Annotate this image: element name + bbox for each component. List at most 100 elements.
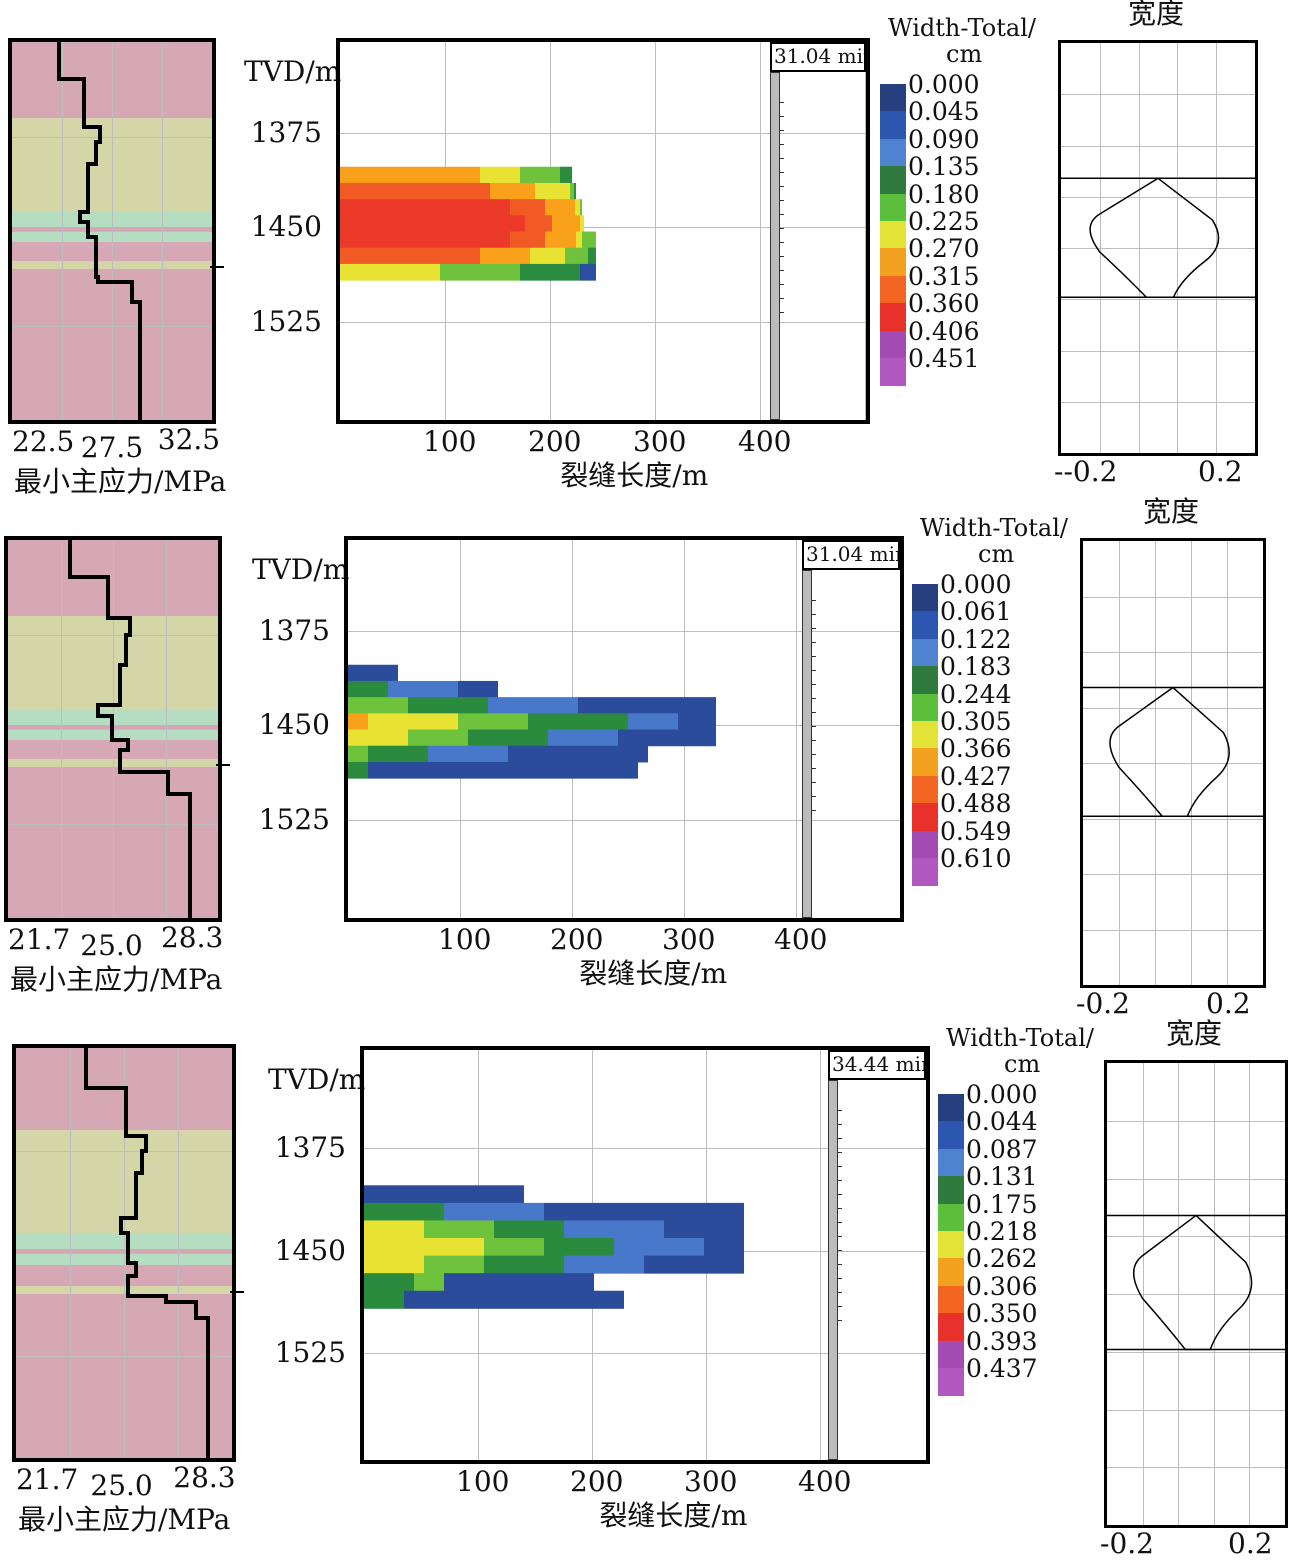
- stress-profile-line: [57, 42, 142, 420]
- legend-value: 0.451: [908, 344, 980, 373]
- wellbore-tick: [838, 1110, 842, 1111]
- width-gridline: [1083, 874, 1263, 875]
- width-profile-frame: [1058, 40, 1258, 456]
- fracture-width-cell: [340, 182, 490, 200]
- fracture-width-cell: [364, 1220, 424, 1239]
- legend-value: 0.090: [908, 124, 980, 154]
- legend-unit: cm: [946, 40, 983, 68]
- width-profile-outline: [1132, 1214, 1253, 1351]
- width-profile-frame: [1080, 538, 1266, 988]
- fracture-width-cell: [548, 729, 618, 747]
- fracture-width-cell: [564, 1220, 664, 1239]
- width-profile-svg: [1107, 1214, 1285, 1351]
- wellbore-tick: [812, 698, 816, 699]
- fracture-width-cell: [408, 697, 488, 714]
- width-tick-label: -0.2: [1076, 987, 1130, 1020]
- legend-unit: cm: [1004, 1050, 1041, 1078]
- fracture-width-cell: [580, 215, 584, 233]
- wellbore-tick: [780, 270, 784, 271]
- fracture-width-cell: [340, 231, 510, 249]
- fracture-width-cell: [574, 182, 576, 200]
- wellbore-tick: [812, 726, 816, 727]
- wellbore-tick: [780, 256, 784, 257]
- fracture-width-cell: [510, 199, 545, 216]
- fracture-width-cell: [520, 166, 560, 184]
- fracture-width-cell: [528, 713, 628, 731]
- wellbore-tick: [812, 782, 816, 783]
- fracture-gridline: [340, 227, 866, 229]
- legend-value: 0.393: [966, 1326, 1038, 1356]
- fracture-width-cell: [414, 1273, 444, 1292]
- width-profile-svg: [1083, 686, 1263, 818]
- stress-marker-tick: [210, 265, 224, 268]
- wellbore-tick: [838, 1124, 842, 1125]
- fracture-axis-label: 裂缝长度/m: [560, 459, 709, 492]
- legend-swatch: [938, 1121, 964, 1150]
- legend-swatch: [912, 666, 938, 695]
- fracture-width-cell: [560, 166, 572, 184]
- fracture-width-cell: [348, 729, 408, 747]
- time-label-box: 31.04 min: [770, 42, 866, 72]
- fracture-width-cell: [480, 166, 520, 184]
- legend-value: 0.122: [940, 624, 1012, 654]
- fracture-width-cell: [644, 1255, 744, 1274]
- wellbore-tick: [812, 754, 816, 755]
- fracture-width-cell: [490, 182, 535, 200]
- fracture-width-cell: [544, 1202, 744, 1221]
- fracture-width-cell: [628, 713, 678, 731]
- legend-value: 0.000: [908, 70, 980, 99]
- fracture-width-cell: [340, 263, 440, 281]
- fracture-width-cell: [368, 761, 638, 779]
- fracture-width-cell: [364, 1185, 524, 1204]
- fracture-width-cell: [582, 231, 596, 249]
- fracture-width-cell: [580, 199, 582, 216]
- fracture-x-tick-label: 200: [550, 923, 604, 956]
- legend-title: Width-Total/: [888, 14, 1036, 42]
- fracture-width-cell: [576, 231, 582, 249]
- chart-panel-2: 21.7 25.0 28.3 最小主应力/MPa TVD/m 1375 1450 1525 31…: [0, 498, 1300, 1018]
- width-gridline: [1083, 929, 1263, 931]
- wellbore-tick: [838, 1320, 842, 1321]
- depth-tick-label: 1375: [250, 115, 322, 149]
- fracture-x-tick-label: 300: [633, 425, 687, 458]
- stress-tick-label: 25.0: [90, 1469, 153, 1502]
- width-tick-label: 0.2: [1228, 1527, 1273, 1560]
- legend-swatch: [938, 1258, 964, 1287]
- fracture-width-cell: [570, 182, 574, 200]
- chart-panel-3: 21.7 25.0 28.3 最小主应力/MPa TVD/m 1375 1450 1525 34…: [0, 1010, 1300, 1558]
- fracture-width-cell: [508, 745, 648, 763]
- fracture-width-map: [348, 664, 716, 779]
- legend-swatch: [912, 858, 938, 887]
- width-profile-outline: [1089, 177, 1220, 298]
- fracture-width-cell: [348, 664, 398, 682]
- wellbore-tick: [838, 1222, 842, 1223]
- stress-tick-label: 21.7: [8, 923, 71, 956]
- stress-profile-svg: [84, 1048, 210, 1458]
- fracture-x-tick-label: 100: [423, 425, 477, 458]
- legend-value: 0.218: [966, 1217, 1038, 1246]
- legend-value: 0.262: [966, 1244, 1038, 1274]
- legend-swatch: [938, 1313, 964, 1342]
- fracture-width-cell: [480, 247, 530, 265]
- depth-axis-title: TVD/m: [252, 553, 350, 586]
- fracture-x-tick-label: 200: [528, 425, 582, 458]
- legend-swatch: [912, 721, 938, 750]
- fracture-width-cell: [364, 1273, 414, 1292]
- stress-axis-label: 最小主应力/MPa: [18, 1503, 231, 1536]
- stress-gridline: [12, 325, 212, 327]
- fracture-width-cell: [340, 199, 510, 216]
- fracture-width-cell: [458, 680, 498, 698]
- depth-axis-title: TVD/m: [244, 55, 342, 88]
- wellbore-tick: [838, 1194, 842, 1195]
- wellbore-tick: [780, 228, 784, 229]
- stress-gridline: [16, 1253, 232, 1254]
- stress-profile-svg: [57, 42, 142, 420]
- fracture-width-cell: [444, 1202, 544, 1221]
- fracture-plot-frame: 31.04 min: [336, 38, 870, 424]
- stress-gridline: [16, 1355, 232, 1357]
- stress-gridline: [12, 231, 212, 232]
- wellbore-tick: [812, 600, 816, 601]
- wellbore-tick: [780, 144, 784, 145]
- legend-value: 0.044: [966, 1107, 1038, 1137]
- legend-swatch: [880, 166, 906, 195]
